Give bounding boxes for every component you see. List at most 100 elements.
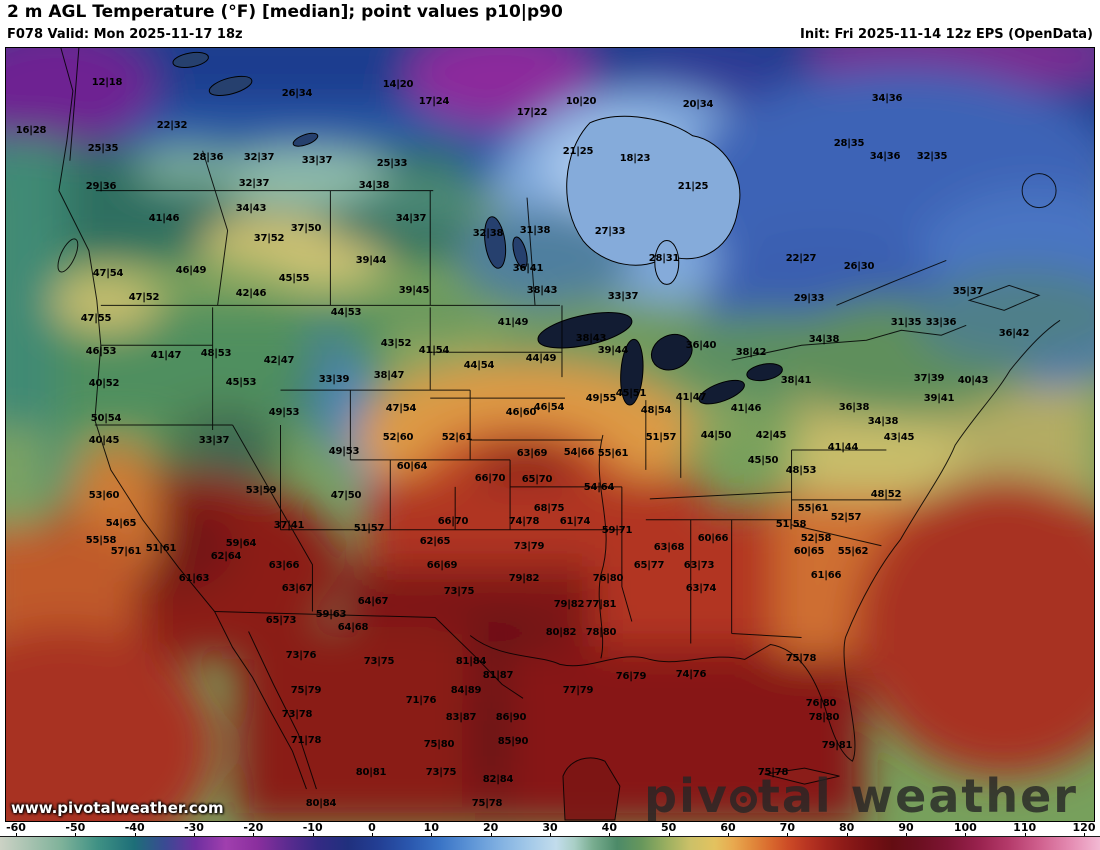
point-value: 51|57 bbox=[645, 432, 677, 443]
point-value: 32|37 bbox=[238, 178, 270, 189]
point-value: 26|34 bbox=[281, 88, 313, 99]
temperature-field-graphic bbox=[6, 48, 1094, 821]
point-value: 33|36 bbox=[925, 317, 957, 328]
point-value: 39|45 bbox=[398, 285, 430, 296]
colorbar-tick-mark bbox=[906, 833, 907, 836]
point-value: 73|79 bbox=[513, 541, 545, 552]
point-value: 44|50 bbox=[700, 430, 732, 441]
point-value: 76|80 bbox=[592, 573, 624, 584]
colorbar-gradient bbox=[0, 836, 1100, 850]
point-value: 79|82 bbox=[508, 573, 540, 584]
point-value: 47|52 bbox=[128, 292, 160, 303]
point-value: 82|84 bbox=[482, 774, 514, 785]
point-value: 39|44 bbox=[355, 255, 387, 266]
brand-text-post: tal weather bbox=[757, 769, 1078, 822]
colorbar-tick-label: 20 bbox=[483, 821, 499, 834]
point-value: 42|45 bbox=[755, 430, 787, 441]
point-value: 63|69 bbox=[516, 448, 548, 459]
map-area: www.pivotalweather.com piv tal weather 12… bbox=[5, 47, 1095, 822]
point-value: 31|38 bbox=[519, 225, 551, 236]
colorbar-tick-label: 40 bbox=[601, 821, 617, 834]
point-value: 75|78 bbox=[471, 798, 503, 809]
point-value: 55|61 bbox=[597, 448, 629, 459]
point-value: 76|80 bbox=[805, 698, 837, 709]
point-value: 18|23 bbox=[619, 153, 651, 164]
colorbar-tick-mark bbox=[16, 833, 17, 836]
point-value: 32|35 bbox=[916, 151, 948, 162]
point-value: 64|68 bbox=[337, 622, 369, 633]
colorbar-tick-label: 90 bbox=[898, 821, 914, 834]
point-value: 42|46 bbox=[235, 288, 267, 299]
colorbar-tick-label: -40 bbox=[124, 821, 145, 834]
colorbar-tick-mark bbox=[134, 833, 136, 836]
point-value: 63|68 bbox=[653, 542, 685, 553]
point-value: 53|59 bbox=[245, 485, 277, 496]
point-value: 48|54 bbox=[640, 405, 672, 416]
point-value: 83|87 bbox=[445, 712, 477, 723]
point-value: 26|30 bbox=[843, 261, 875, 272]
point-value: 25|35 bbox=[87, 143, 119, 154]
point-value: 37|39 bbox=[913, 373, 945, 384]
point-value: 51|61 bbox=[145, 543, 177, 554]
point-value: 66|70 bbox=[437, 516, 469, 527]
point-value: 41|49 bbox=[497, 317, 529, 328]
point-value: 66|70 bbox=[474, 473, 506, 484]
point-value: 38|43 bbox=[575, 333, 607, 344]
point-value: 61|63 bbox=[178, 573, 210, 584]
init-time-label: Init: Fri 2025-11-14 12z EPS (OpenData) bbox=[800, 27, 1093, 42]
colorbar-tick-mark bbox=[846, 833, 848, 836]
point-value: 28|36 bbox=[192, 152, 224, 163]
brand-watermark: piv tal weather bbox=[644, 773, 1078, 819]
valid-time-label: F078 Valid: Mon 2025-11-17 18z bbox=[7, 27, 243, 42]
point-value: 55|58 bbox=[85, 535, 117, 546]
meta-row: F078 Valid: Mon 2025-11-17 18z Init: Fri… bbox=[7, 27, 1093, 42]
point-value: 46|53 bbox=[85, 346, 117, 357]
colorbar-tick-label: 120 bbox=[1072, 821, 1096, 834]
point-value: 16|28 bbox=[15, 125, 47, 136]
page-title: 2 m AGL Temperature (°F) [median]; point… bbox=[7, 2, 563, 22]
point-value: 51|57 bbox=[353, 523, 385, 534]
point-value: 65|77 bbox=[633, 560, 665, 571]
point-value: 86|90 bbox=[495, 712, 527, 723]
point-value: 75|79 bbox=[290, 685, 322, 696]
colorbar-tick-mark bbox=[965, 833, 967, 836]
point-value: 14|20 bbox=[382, 79, 414, 90]
colorbar-tick-mark bbox=[253, 833, 255, 836]
point-value: 47|54 bbox=[385, 403, 417, 414]
point-value: 29|33 bbox=[793, 293, 825, 304]
point-value: 31|35 bbox=[890, 317, 922, 328]
point-value: 65|73 bbox=[265, 615, 297, 626]
point-value: 75|78 bbox=[757, 767, 789, 778]
point-value: 77|81 bbox=[585, 599, 617, 610]
point-value: 34|37 bbox=[395, 213, 427, 224]
point-value: 27|33 bbox=[594, 226, 626, 237]
point-value: 41|54 bbox=[418, 345, 450, 356]
point-value: 33|37 bbox=[607, 291, 639, 302]
point-value: 45|53 bbox=[225, 377, 257, 388]
point-value: 39|44 bbox=[597, 345, 629, 356]
point-value: 41|47 bbox=[675, 392, 707, 403]
colorbar-tick-mark bbox=[1084, 833, 1085, 836]
point-value: 41|46 bbox=[148, 213, 180, 224]
colorbar-tick-row: -60 -50 -40 -30 -20 -10 0 10 20 30 40 50 60 70 80 90 100… bbox=[0, 822, 1100, 836]
point-value: 33|37 bbox=[301, 155, 333, 166]
point-value: 59|71 bbox=[601, 525, 633, 536]
point-value: 34|38 bbox=[867, 416, 899, 427]
colorbar-tick-label: 10 bbox=[423, 821, 439, 834]
point-value: 10|20 bbox=[565, 96, 597, 107]
water-bodies-layer bbox=[172, 51, 783, 406]
geography-layer bbox=[57, 48, 1061, 821]
point-value: 79|82 bbox=[553, 599, 585, 610]
colorbar-tick-label: 0 bbox=[368, 821, 376, 834]
point-value: 73|76 bbox=[285, 650, 317, 661]
point-value: 60|66 bbox=[697, 533, 729, 544]
point-value: 36|38 bbox=[838, 402, 870, 413]
point-value: 74|78 bbox=[508, 516, 540, 527]
site-url-watermark: www.pivotalweather.com bbox=[11, 799, 224, 817]
point-value: 34|43 bbox=[235, 203, 267, 214]
point-value: 34|36 bbox=[871, 93, 903, 104]
point-value: 36|41 bbox=[512, 263, 544, 274]
point-value: 75|80 bbox=[423, 739, 455, 750]
point-value: 41|44 bbox=[827, 442, 859, 453]
point-value: 33|37 bbox=[198, 435, 230, 446]
